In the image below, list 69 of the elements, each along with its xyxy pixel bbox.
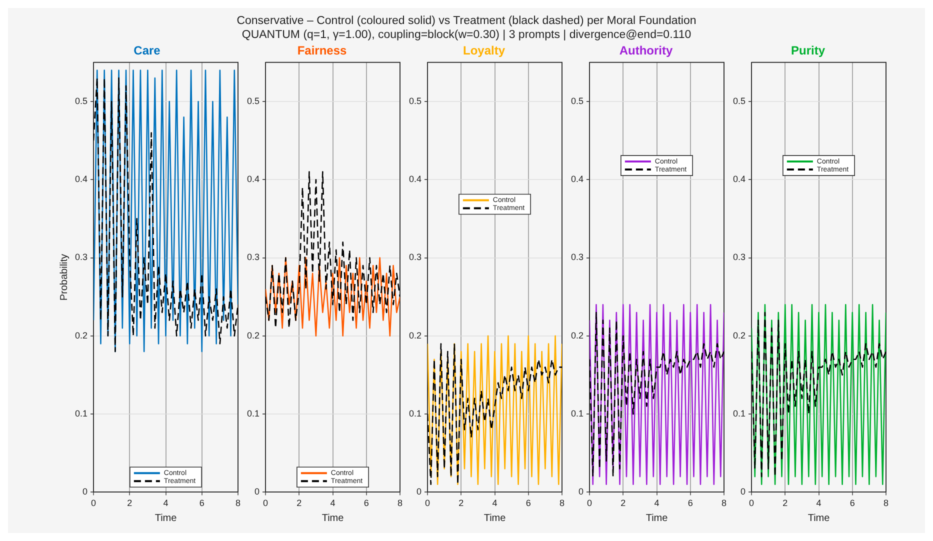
- y-tick-label: 0.5: [570, 96, 584, 106]
- x-tick-label: 4: [492, 498, 498, 508]
- x-tick-label: 2: [620, 498, 626, 508]
- y-tick-label: 0: [740, 486, 746, 497]
- x-tick-label: 6: [688, 498, 693, 508]
- y-tick-label: 0.3: [246, 252, 260, 262]
- y-tick-label: 0.1: [570, 408, 584, 419]
- x-tick-label: 6: [199, 498, 204, 508]
- x-tick-label: 8: [235, 498, 241, 508]
- y-tick-label: 0.3: [570, 252, 584, 262]
- x-tick-label: 2: [127, 498, 132, 508]
- y-tick-label: 0.4: [246, 174, 260, 184]
- y-tick-label: 0: [82, 486, 88, 497]
- x-tick-label: 6: [526, 498, 531, 508]
- y-tick-label: 0: [254, 486, 260, 497]
- y-tick-label: 0.5: [246, 96, 260, 106]
- x-axis-title: Time: [484, 512, 506, 524]
- y-tick-label: 0: [578, 486, 584, 497]
- y-tick-label: 0.3: [732, 252, 746, 262]
- y-tick-label: 0.5: [732, 96, 746, 106]
- x-tick-label: 2: [458, 498, 464, 508]
- y-axis-title: Probability: [58, 254, 70, 301]
- y-tick-label: 0.5: [408, 96, 422, 106]
- y-tick-label: 0.5: [74, 96, 88, 106]
- x-tick-label: 4: [163, 498, 168, 508]
- x-tick-label: 0: [587, 498, 592, 508]
- x-tick-label: 8: [397, 498, 403, 508]
- x-tick-label: 8: [883, 498, 889, 508]
- x-tick-label: 0: [91, 498, 96, 508]
- y-tick-label: 0.2: [74, 330, 88, 340]
- x-axis-title: Time: [322, 512, 344, 524]
- chart-title: Purity: [790, 44, 826, 58]
- y-tick-label: 0.4: [408, 174, 422, 184]
- y-tick-label: 0.3: [74, 252, 88, 262]
- text: Conservative – Control (coloured solid) vs Treatment (black dashed) per Moral Foundation: [236, 14, 698, 28]
- x-tick-label: 4: [816, 498, 822, 508]
- chart-title: Care: [134, 44, 161, 58]
- chart-title: Fairness: [297, 44, 348, 58]
- y-tick-label: 0.4: [732, 174, 746, 184]
- chart-title: Authority: [619, 44, 673, 58]
- text: QUANTUM (q=1, γ=1.00), coupling=block(w=0.30) | 3 prompts | divergence@end=0.110: [240, 28, 692, 42]
- x-tick-label: 0: [263, 498, 268, 508]
- y-tick-label: 0.4: [74, 174, 88, 184]
- x-tick-label: 0: [749, 498, 754, 508]
- x-tick-label: 8: [559, 498, 565, 508]
- x-axis-title: Time: [808, 512, 830, 524]
- x-tick-label: 8: [721, 498, 727, 508]
- y-tick-label: 0: [416, 486, 422, 497]
- x-tick-label: 2: [782, 498, 788, 508]
- y-tick-label: 0.2: [732, 330, 746, 340]
- x-tick-label: 4: [654, 498, 660, 508]
- x-tick-label: 6: [850, 498, 855, 508]
- y-tick-label: 0.1: [74, 408, 88, 419]
- x-axis-title: Time: [154, 512, 178, 524]
- y-tick-label: 0.2: [246, 330, 260, 340]
- x-tick-label: 6: [364, 498, 369, 508]
- y-tick-label: 0.1: [408, 408, 422, 419]
- x-tick-label: 4: [330, 498, 336, 508]
- y-tick-label: 0.1: [732, 408, 746, 419]
- x-tick-label: 2: [296, 498, 302, 508]
- x-axis-title: Time: [646, 512, 668, 524]
- y-tick-label: 0.3: [408, 252, 422, 262]
- y-tick-label: 0.4: [570, 174, 584, 184]
- x-tick-label: 0: [425, 498, 430, 508]
- chart-title: Loyalty: [462, 44, 506, 58]
- y-tick-label: 0.2: [570, 330, 584, 340]
- y-tick-label: 0.1: [246, 408, 260, 419]
- line-series: [266, 171, 400, 329]
- y-tick-label: 0.2: [408, 330, 422, 340]
